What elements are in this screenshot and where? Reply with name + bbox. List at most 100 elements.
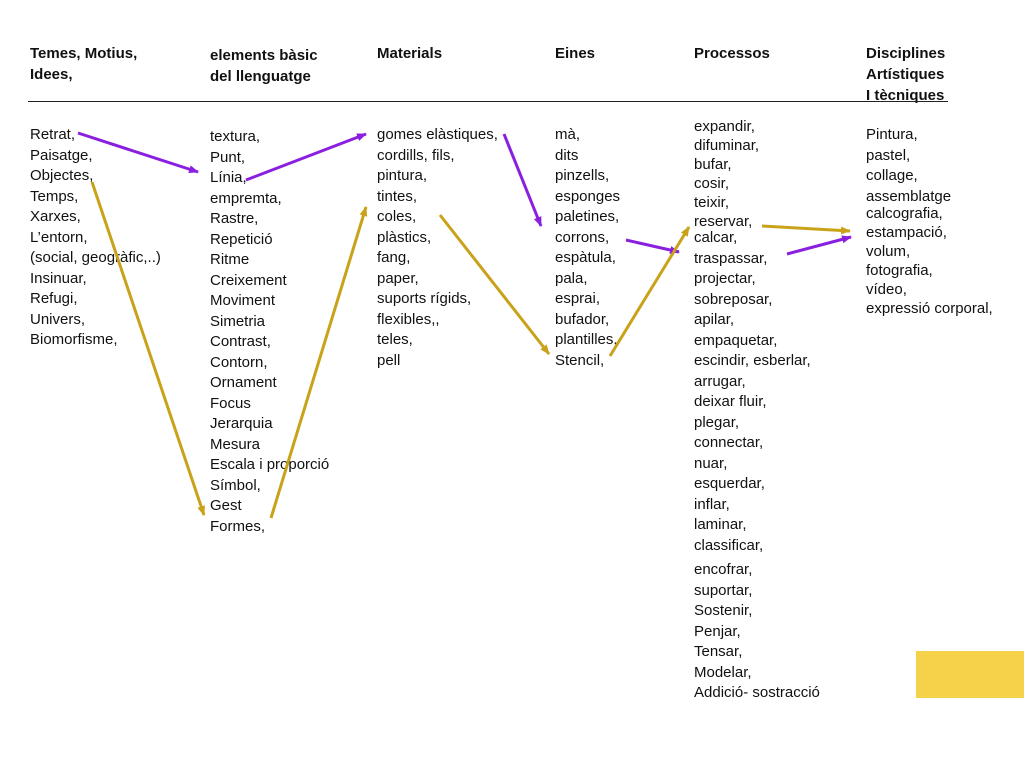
list-item: Focus bbox=[210, 394, 251, 412]
list-item: Refugi, bbox=[30, 290, 78, 307]
list-item: cordills, fils, bbox=[377, 146, 455, 164]
list-item: assemblatge bbox=[866, 187, 952, 205]
list-item: fotografia, bbox=[866, 262, 933, 279]
list-item: pala, bbox=[555, 269, 588, 287]
list-item: coles, bbox=[377, 208, 417, 225]
materials-list: gomes elàstiques, cordills, fils, pintura,… bbox=[377, 125, 498, 371]
list-item: Repetició bbox=[210, 230, 273, 248]
list-item: arrugar, bbox=[694, 372, 746, 390]
list-item: Línia, bbox=[210, 169, 247, 186]
list-item: corrons, bbox=[555, 228, 610, 246]
list-item: Insinuar, bbox=[30, 269, 87, 287]
list-item: gomes elàstiques, bbox=[377, 126, 498, 143]
header-processes: Processos bbox=[694, 43, 770, 64]
list-item: paletines, bbox=[555, 208, 620, 225]
list-item: Gest bbox=[210, 497, 242, 514]
header-materials-line-1: Materials bbox=[377, 45, 443, 62]
list-item: Paisatge, bbox=[30, 146, 93, 164]
list-item: dits bbox=[555, 146, 579, 164]
list-item: Jerarquia bbox=[210, 415, 273, 432]
header-tools: Eines bbox=[555, 43, 595, 64]
list-item: reservar, bbox=[694, 213, 753, 230]
list-item: Sostenir, bbox=[694, 602, 753, 619]
list-item: pinzells, bbox=[555, 167, 610, 184]
tools-list: mà, dits pinzells, esponges paletines, corron… bbox=[555, 125, 620, 371]
list-item: (social, geogràfic,..) bbox=[30, 249, 161, 266]
list-item: classificar, bbox=[694, 536, 764, 554]
header-materials: Materials bbox=[377, 43, 442, 64]
list-item: Mesura bbox=[210, 435, 261, 453]
list-item: difuminar, bbox=[694, 137, 760, 154]
list-item: mà, bbox=[555, 126, 581, 143]
list-item: espàtula, bbox=[555, 249, 616, 266]
header-elements: elements bàsic del llenguatge bbox=[210, 45, 318, 87]
arrow-tools-to-processes bbox=[625, 238, 680, 254]
list-item: Formes, bbox=[210, 517, 266, 535]
list-item: pastel, bbox=[866, 146, 911, 164]
header-elements-line-1: elements bàsic bbox=[210, 47, 318, 64]
list-item: paper, bbox=[377, 269, 419, 287]
list-item: esprai, bbox=[555, 290, 601, 307]
list-item: plàstics, bbox=[377, 228, 432, 246]
list-item: Rastre, bbox=[210, 210, 259, 227]
header-divider bbox=[28, 101, 948, 102]
list-item: teixir, bbox=[694, 194, 730, 211]
list-item: Ritme bbox=[210, 251, 250, 268]
list-item: Pintura, bbox=[866, 126, 918, 143]
list-item: Temps, bbox=[30, 187, 79, 205]
list-item: teles, bbox=[377, 331, 413, 348]
header-disciplines-line-3: I tècniques bbox=[866, 87, 945, 104]
list-item: deixar fluir, bbox=[694, 393, 767, 410]
header-themes-line-1: Temes, Motius, bbox=[30, 45, 138, 62]
list-item: Biomorfisme, bbox=[30, 331, 118, 348]
list-item: pintura, bbox=[377, 167, 428, 184]
list-item: Punt, bbox=[210, 148, 246, 166]
header-disciplines-line-1: Disciplines bbox=[866, 45, 946, 62]
list-item: Creixement bbox=[210, 271, 287, 289]
header-elements-line-2: del llenguatge bbox=[210, 68, 311, 85]
list-item: Modelar, bbox=[694, 663, 752, 681]
list-item: textura, bbox=[210, 128, 261, 145]
processes-bottom-list: encofrar, suportar, Sostenir, Penjar, Tensar… bbox=[694, 560, 820, 704]
list-item: connectar, bbox=[694, 434, 764, 451]
list-item: Simetria bbox=[210, 312, 266, 330]
list-item: pell bbox=[377, 351, 401, 369]
list-item: escindir, esberlar, bbox=[694, 352, 811, 369]
list-item: L’entorn, bbox=[30, 228, 88, 246]
list-item: flexibles,, bbox=[377, 310, 440, 328]
processes-top-list: expandir, difuminar, bufar, cosir, teixir, re… bbox=[694, 117, 759, 231]
list-item: empaquetar, bbox=[694, 331, 778, 349]
list-item: Moviment bbox=[210, 292, 276, 309]
list-item: Objectes, bbox=[30, 167, 94, 184]
list-item: expandir, bbox=[694, 118, 755, 135]
list-item: apilar, bbox=[694, 311, 735, 328]
list-item: suportar, bbox=[694, 581, 753, 599]
list-item: esquerdar, bbox=[694, 475, 765, 492]
list-item: Escala i proporció bbox=[210, 456, 330, 473]
header-themes-line-2: Idees, bbox=[30, 66, 73, 83]
list-item: calcar, bbox=[694, 229, 738, 246]
list-item: calcografia, bbox=[866, 205, 943, 222]
header-disciplines-line-2: Artístiques bbox=[866, 66, 945, 83]
list-item: laminar, bbox=[694, 516, 747, 533]
list-item: suports rígids, bbox=[377, 290, 472, 307]
list-item: Contrast, bbox=[210, 333, 271, 350]
list-item: collage, bbox=[866, 167, 918, 184]
list-item: Símbol, bbox=[210, 476, 261, 494]
list-item: tintes, bbox=[377, 187, 418, 205]
list-item: sobreposar, bbox=[694, 290, 773, 308]
processes-main-list: calcar, traspassar, projectar, sobreposar, a… bbox=[694, 228, 811, 556]
list-item: Ornament bbox=[210, 374, 277, 391]
disciplines-bottom-list: calcografia, estampació, volum, fotografia,… bbox=[866, 204, 993, 318]
list-item: expressió corporal, bbox=[866, 300, 993, 317]
yellow-accent-box bbox=[916, 651, 1024, 698]
list-item: nuar, bbox=[694, 454, 728, 472]
list-item: Tensar, bbox=[694, 643, 743, 660]
list-item: volum, bbox=[866, 243, 911, 260]
list-item: Penjar, bbox=[694, 622, 741, 640]
themes-list: Retrat, Paisatge, Objectes, Temps, Xarxes, L’… bbox=[30, 125, 161, 351]
list-item: bufar, bbox=[694, 156, 732, 173]
list-item: Xarxes, bbox=[30, 208, 81, 225]
list-item: Contorn, bbox=[210, 353, 268, 371]
